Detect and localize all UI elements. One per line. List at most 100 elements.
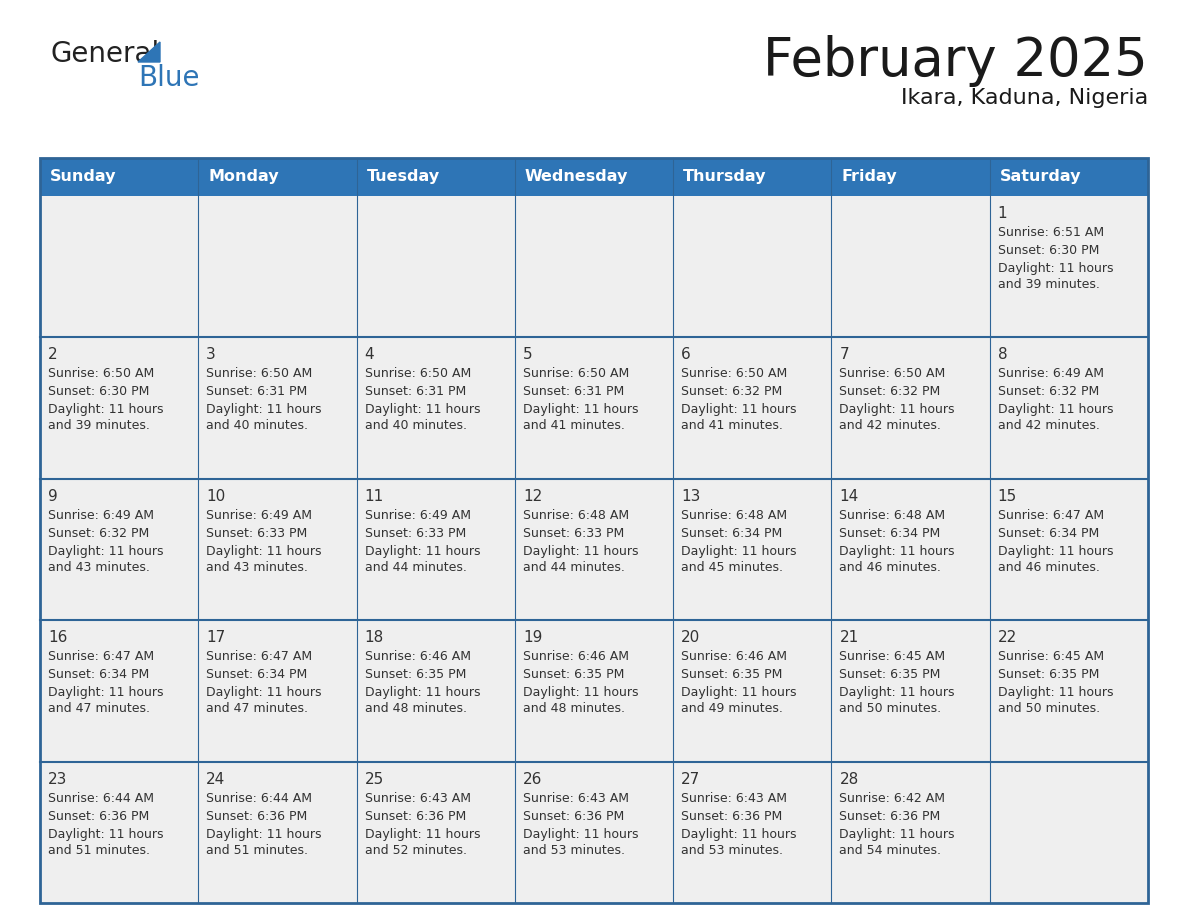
Text: Sunrise: 6:47 AM: Sunrise: 6:47 AM	[998, 509, 1104, 521]
Bar	[514, 479, 674, 621]
Bar	[514, 158, 674, 196]
Text: and 44 minutes.: and 44 minutes.	[523, 561, 625, 574]
Bar	[832, 338, 990, 479]
Text: Sunset: 6:34 PM: Sunset: 6:34 PM	[998, 527, 1099, 540]
Text: 6: 6	[681, 347, 691, 363]
Bar	[674, 196, 832, 338]
Text: 16: 16	[48, 630, 68, 645]
Text: Friday: Friday	[841, 170, 897, 185]
Text: and 45 minutes.: and 45 minutes.	[681, 561, 783, 574]
Text: Sunrise: 6:49 AM: Sunrise: 6:49 AM	[207, 509, 312, 521]
Text: Sunrise: 6:49 AM: Sunrise: 6:49 AM	[998, 367, 1104, 380]
Text: Daylight: 11 hours: Daylight: 11 hours	[523, 544, 638, 558]
Text: 9: 9	[48, 488, 58, 504]
Text: Daylight: 11 hours: Daylight: 11 hours	[681, 828, 797, 841]
Bar	[990, 338, 1148, 479]
Text: 10: 10	[207, 488, 226, 504]
Text: Daylight: 11 hours: Daylight: 11 hours	[365, 686, 480, 700]
Text: Sunset: 6:31 PM: Sunset: 6:31 PM	[523, 386, 624, 398]
Text: 14: 14	[840, 488, 859, 504]
Text: Sunrise: 6:50 AM: Sunrise: 6:50 AM	[365, 367, 470, 380]
Text: and 47 minutes.: and 47 minutes.	[48, 702, 150, 715]
Text: February 2025: February 2025	[763, 35, 1148, 87]
Text: Tuesday: Tuesday	[367, 170, 440, 185]
Bar	[356, 338, 514, 479]
Text: Sunday: Sunday	[50, 170, 116, 185]
Text: General: General	[50, 40, 159, 68]
Text: and 43 minutes.: and 43 minutes.	[48, 561, 150, 574]
Text: Sunrise: 6:45 AM: Sunrise: 6:45 AM	[998, 650, 1104, 663]
Bar	[990, 762, 1148, 903]
Bar	[832, 158, 990, 196]
Bar	[40, 621, 198, 762]
Text: 12: 12	[523, 488, 542, 504]
Bar	[356, 762, 514, 903]
Text: Sunset: 6:30 PM: Sunset: 6:30 PM	[998, 244, 1099, 257]
Bar	[674, 338, 832, 479]
Text: and 43 minutes.: and 43 minutes.	[207, 561, 308, 574]
Text: and 44 minutes.: and 44 minutes.	[365, 561, 467, 574]
Text: Sunrise: 6:46 AM: Sunrise: 6:46 AM	[365, 650, 470, 663]
Text: Sunset: 6:33 PM: Sunset: 6:33 PM	[523, 527, 624, 540]
Text: and 53 minutes.: and 53 minutes.	[681, 844, 783, 856]
Text: Sunset: 6:35 PM: Sunset: 6:35 PM	[523, 668, 624, 681]
Text: 21: 21	[840, 630, 859, 645]
Text: Sunset: 6:35 PM: Sunset: 6:35 PM	[840, 668, 941, 681]
Bar	[514, 196, 674, 338]
Bar	[356, 196, 514, 338]
Bar	[198, 621, 356, 762]
Text: Thursday: Thursday	[683, 170, 766, 185]
Bar	[40, 158, 1148, 903]
Text: Sunset: 6:35 PM: Sunset: 6:35 PM	[681, 668, 783, 681]
Text: Daylight: 11 hours: Daylight: 11 hours	[681, 403, 797, 417]
Text: and 46 minutes.: and 46 minutes.	[840, 561, 941, 574]
Text: and 48 minutes.: and 48 minutes.	[523, 702, 625, 715]
Text: and 50 minutes.: and 50 minutes.	[998, 702, 1100, 715]
Text: and 49 minutes.: and 49 minutes.	[681, 702, 783, 715]
Text: Sunset: 6:36 PM: Sunset: 6:36 PM	[840, 810, 941, 823]
Text: 8: 8	[998, 347, 1007, 363]
Text: and 50 minutes.: and 50 minutes.	[840, 702, 942, 715]
Text: 4: 4	[365, 347, 374, 363]
Text: Sunset: 6:32 PM: Sunset: 6:32 PM	[998, 386, 1099, 398]
Text: 25: 25	[365, 772, 384, 787]
Text: Sunset: 6:35 PM: Sunset: 6:35 PM	[365, 668, 466, 681]
Text: 17: 17	[207, 630, 226, 645]
Text: 20: 20	[681, 630, 701, 645]
Text: Sunrise: 6:47 AM: Sunrise: 6:47 AM	[207, 650, 312, 663]
Bar	[832, 479, 990, 621]
Text: 23: 23	[48, 772, 68, 787]
Text: and 51 minutes.: and 51 minutes.	[207, 844, 308, 856]
Text: Sunset: 6:35 PM: Sunset: 6:35 PM	[998, 668, 1099, 681]
Text: 27: 27	[681, 772, 701, 787]
Text: Ikara, Kaduna, Nigeria: Ikara, Kaduna, Nigeria	[901, 88, 1148, 108]
Bar	[674, 158, 832, 196]
Text: Sunset: 6:36 PM: Sunset: 6:36 PM	[207, 810, 308, 823]
Text: Sunrise: 6:44 AM: Sunrise: 6:44 AM	[207, 791, 312, 804]
Text: Daylight: 11 hours: Daylight: 11 hours	[840, 828, 955, 841]
Text: Daylight: 11 hours: Daylight: 11 hours	[207, 828, 322, 841]
Text: Daylight: 11 hours: Daylight: 11 hours	[207, 403, 322, 417]
Text: Sunrise: 6:50 AM: Sunrise: 6:50 AM	[681, 367, 788, 380]
Text: Daylight: 11 hours: Daylight: 11 hours	[48, 828, 164, 841]
Text: Sunrise: 6:51 AM: Sunrise: 6:51 AM	[998, 226, 1104, 239]
Text: 5: 5	[523, 347, 532, 363]
Text: Blue: Blue	[138, 64, 200, 92]
Bar	[40, 338, 198, 479]
Bar	[356, 158, 514, 196]
Text: Sunset: 6:33 PM: Sunset: 6:33 PM	[365, 527, 466, 540]
Bar	[198, 479, 356, 621]
Text: and 39 minutes.: and 39 minutes.	[48, 420, 150, 432]
Text: Sunrise: 6:48 AM: Sunrise: 6:48 AM	[681, 509, 788, 521]
Text: 24: 24	[207, 772, 226, 787]
Bar	[40, 762, 198, 903]
Text: 15: 15	[998, 488, 1017, 504]
Text: Sunrise: 6:49 AM: Sunrise: 6:49 AM	[365, 509, 470, 521]
Bar	[356, 479, 514, 621]
Bar	[40, 196, 198, 338]
Text: Sunrise: 6:46 AM: Sunrise: 6:46 AM	[523, 650, 628, 663]
Bar	[674, 479, 832, 621]
Text: 19: 19	[523, 630, 542, 645]
Text: Monday: Monday	[208, 170, 279, 185]
Text: and 40 minutes.: and 40 minutes.	[207, 420, 308, 432]
